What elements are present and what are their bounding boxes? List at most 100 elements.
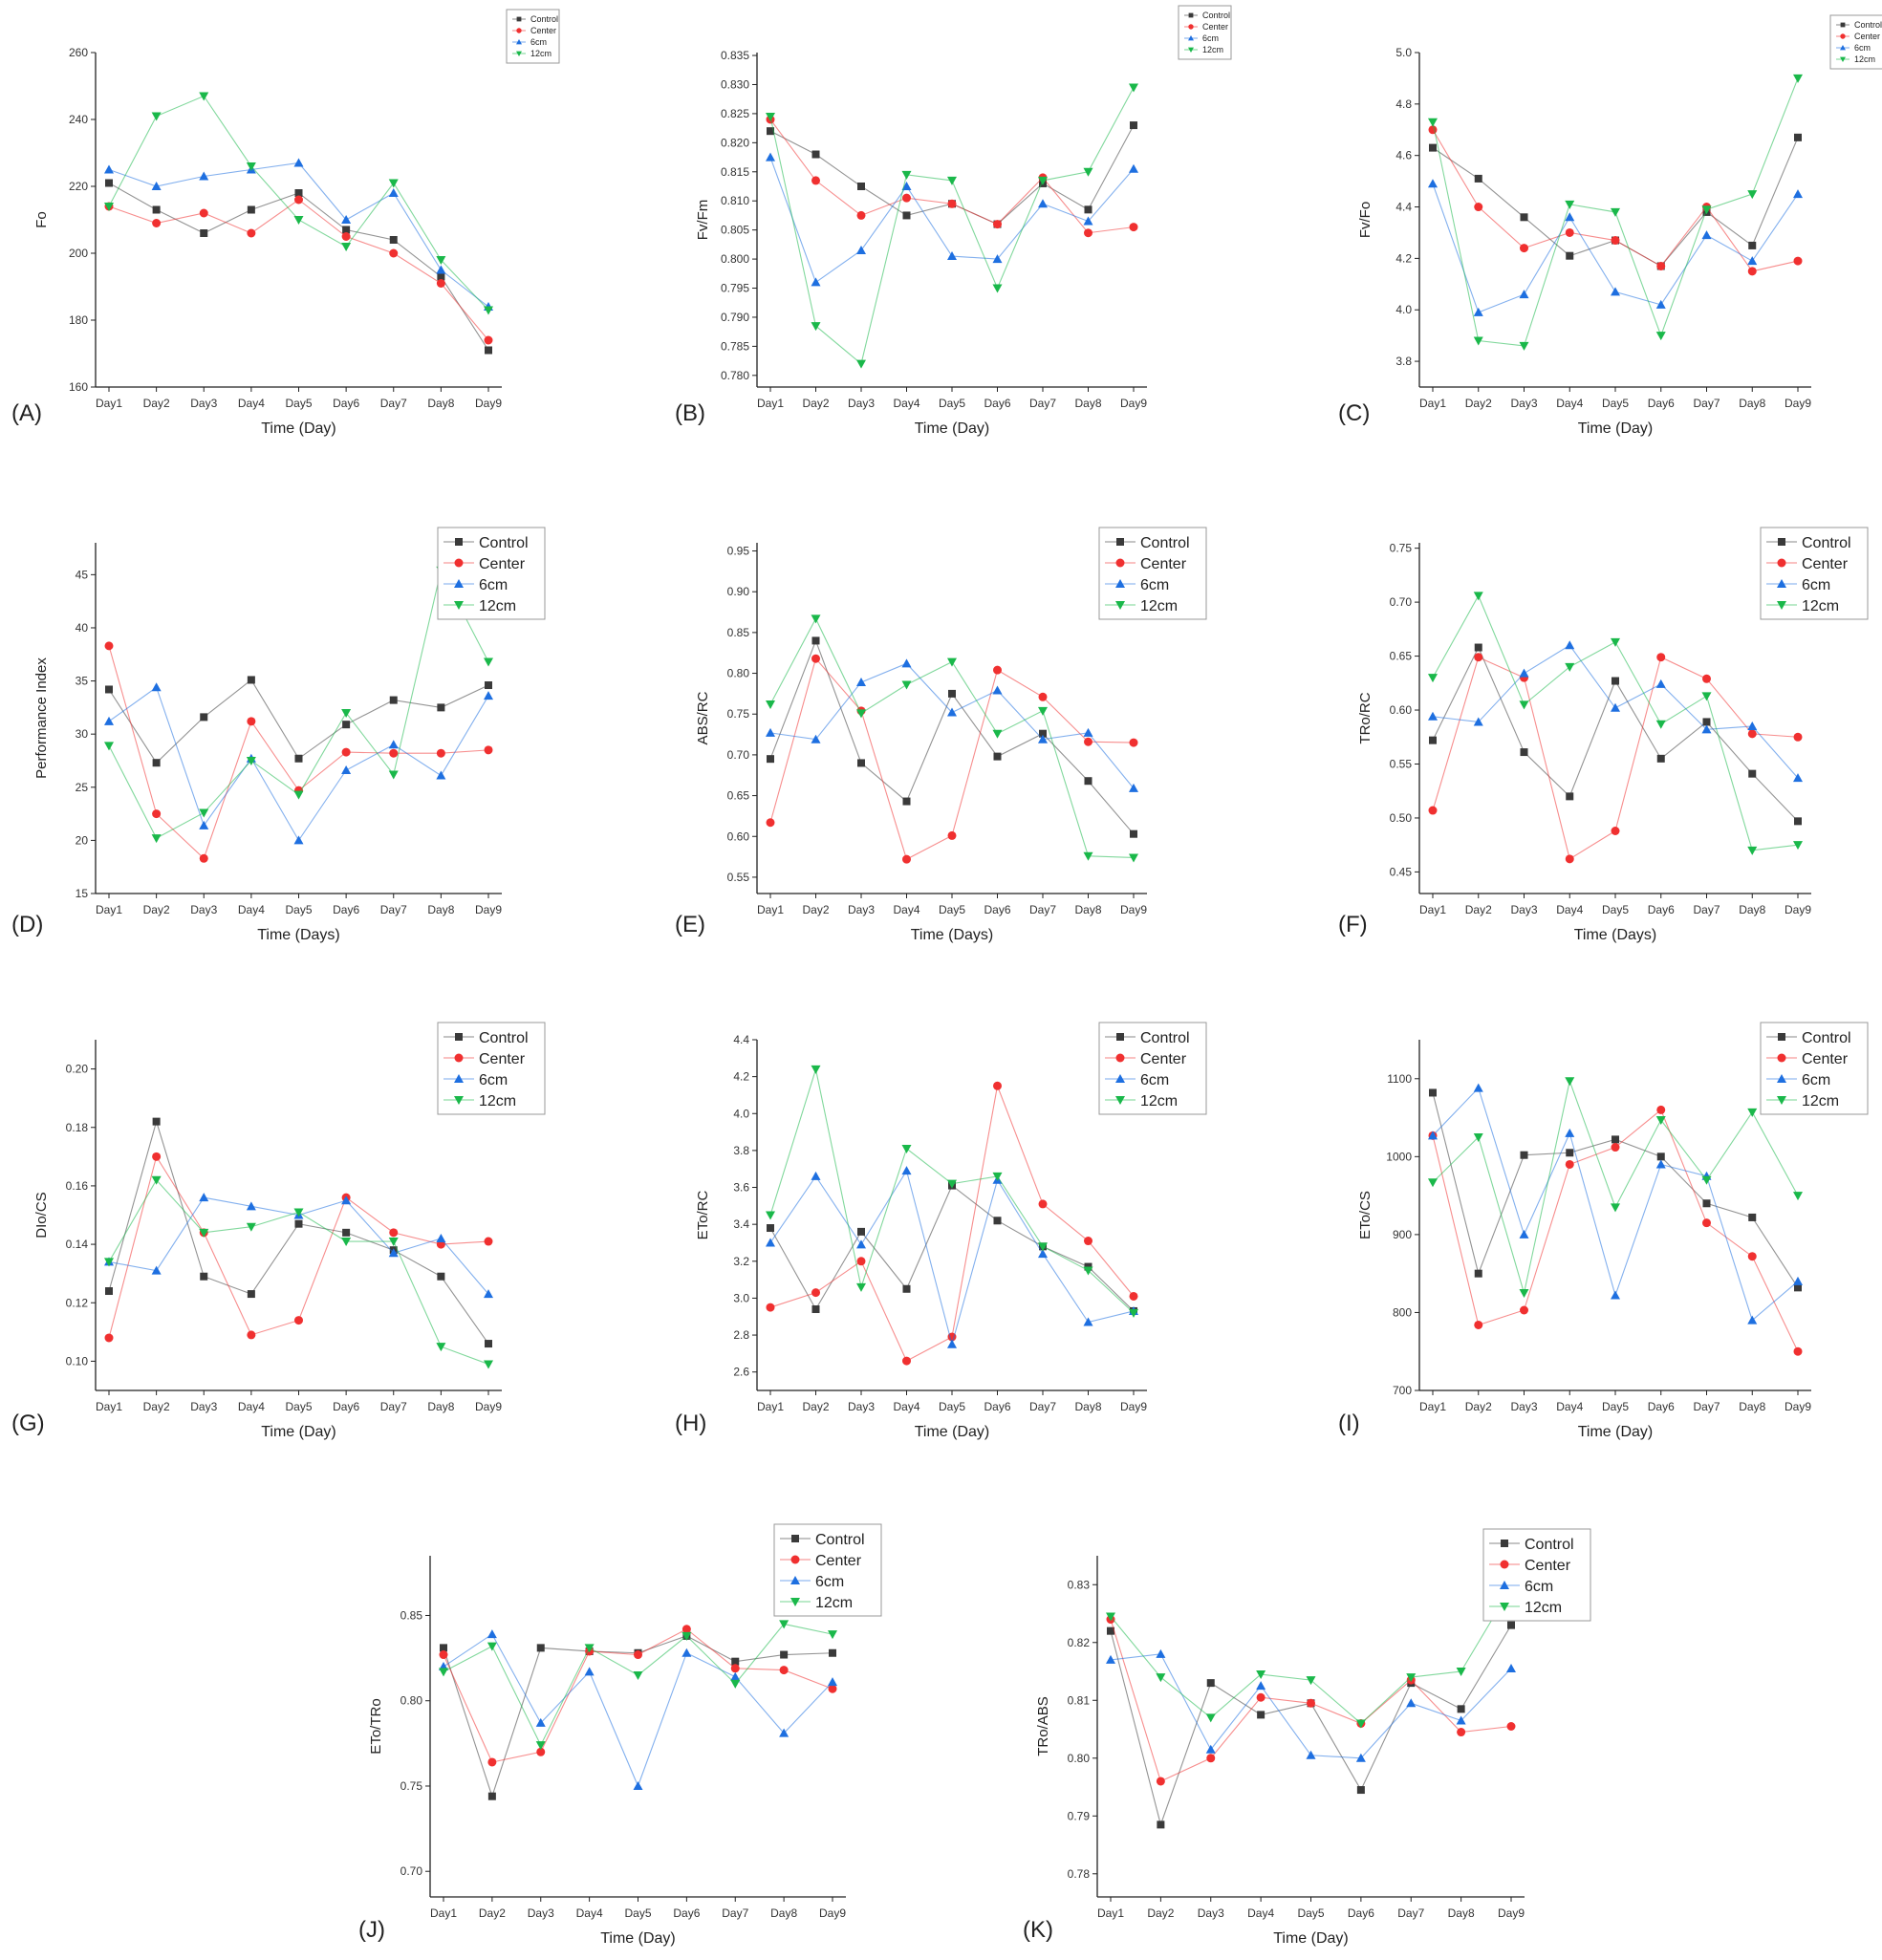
legend-marker [516, 51, 522, 56]
data-point [152, 219, 162, 227]
data-point [294, 189, 303, 197]
data-point [1565, 1077, 1575, 1087]
series-control [105, 179, 492, 355]
data-point [388, 770, 399, 780]
data-point [104, 641, 114, 651]
data-point [811, 1305, 820, 1314]
data-point [1130, 121, 1137, 130]
x-tick-label: Day5 [939, 903, 965, 916]
series-6cm [104, 682, 493, 845]
legend: Control Center 6cm 12cm [506, 9, 560, 64]
data-point [246, 162, 256, 171]
y-axis-title: ETo/RC [695, 1190, 711, 1239]
data-point [389, 248, 399, 258]
legend-entry: Center [479, 556, 526, 572]
data-point [901, 1166, 912, 1175]
data-point [1747, 721, 1758, 730]
data-point [1793, 256, 1803, 266]
data-point [1428, 806, 1438, 815]
y-tick-label: 1000 [1386, 1150, 1412, 1163]
legend-marker [1115, 601, 1125, 610]
chart-panel-11: 0.78 0.79 0.80 0.81 0.82 0.83 Day1 Day2 Day3 Day4… [1023, 1528, 1591, 1947]
data-point [485, 681, 492, 690]
y-tick-label: 0.65 [727, 789, 750, 803]
data-point [439, 1668, 448, 1677]
x-axis-title: Time (Days) [911, 927, 994, 943]
data-point [1474, 203, 1483, 212]
legend-entry: 12cm [1140, 598, 1178, 614]
data-point [947, 199, 957, 208]
data-point [484, 335, 493, 345]
legend-marker [516, 28, 522, 33]
panel-label: (D) [11, 912, 43, 937]
data-point [1084, 1237, 1092, 1246]
data-point [341, 1195, 352, 1205]
data-point [1656, 261, 1666, 270]
legend-marker [1500, 1581, 1509, 1589]
data-point [811, 1171, 821, 1180]
data-point [634, 1650, 642, 1660]
data-point [1565, 1159, 1574, 1169]
legend-marker [1116, 1033, 1124, 1041]
y-tick-label: 0.20 [66, 1063, 89, 1076]
x-tick-label: Day2 [1147, 1906, 1174, 1920]
series-line [769, 1084, 1135, 1362]
x-tick-label: Day8 [427, 903, 454, 916]
data-point [856, 1257, 866, 1266]
legend-entry: 12cm [1802, 598, 1839, 614]
data-point [152, 1117, 161, 1126]
data-point [1473, 307, 1483, 316]
x-tick-label: Day9 [475, 397, 502, 410]
data-point [437, 1272, 445, 1281]
data-point [1611, 1203, 1620, 1213]
legend-entry: 12cm [1140, 1093, 1178, 1109]
data-point [246, 1222, 256, 1232]
data-point [681, 1625, 691, 1634]
data-point [1256, 1670, 1266, 1680]
x-tick-label: Day4 [893, 397, 919, 410]
y-tick-label: 0.70 [727, 748, 750, 762]
data-point [1428, 179, 1438, 188]
data-point [1306, 1676, 1316, 1686]
x-tick-label: Day4 [238, 397, 265, 410]
x-tick-label: Day5 [1297, 1906, 1324, 1920]
x-axis-title: Time (Day) [915, 420, 990, 437]
data-point [1157, 1820, 1165, 1829]
data-point [993, 665, 1002, 675]
series-center [766, 654, 1138, 864]
series-line [443, 1623, 833, 1747]
data-point [1611, 207, 1620, 217]
series-center [1106, 1615, 1516, 1786]
data-point [584, 1644, 595, 1653]
data-point [1156, 1673, 1166, 1683]
series-12cm [104, 566, 493, 844]
legend-marker [516, 16, 522, 22]
series-12cm [766, 83, 1138, 369]
data-point [947, 707, 957, 717]
data-point [1356, 1786, 1365, 1795]
data-point [766, 1211, 775, 1220]
data-point [1748, 241, 1757, 249]
legend-marker [1777, 1096, 1786, 1105]
y-tick-label: 0.55 [727, 871, 750, 884]
legend-entry: Center [1854, 32, 1880, 41]
data-point [293, 1208, 304, 1217]
x-tick-label: Day7 [1397, 1906, 1424, 1920]
data-point [199, 92, 209, 101]
data-point [294, 1219, 303, 1228]
legend-marker [454, 1096, 464, 1105]
x-tick-label: Day8 [1448, 1906, 1475, 1920]
x-tick-label: Day4 [893, 1400, 919, 1413]
y-tick-label: 0.60 [1390, 703, 1413, 717]
x-tick-label: Day6 [673, 1906, 700, 1920]
legend-entry: Control [1525, 1537, 1574, 1553]
series-line [1432, 1079, 1799, 1294]
y-tick-label: 0.10 [66, 1354, 89, 1368]
data-point [1747, 1252, 1757, 1261]
data-point [1429, 143, 1437, 152]
data-point [1611, 637, 1620, 647]
legend-marker [1777, 1074, 1786, 1083]
data-point [1655, 678, 1666, 688]
x-tick-label: Day3 [848, 397, 875, 410]
series-line [108, 1178, 489, 1365]
